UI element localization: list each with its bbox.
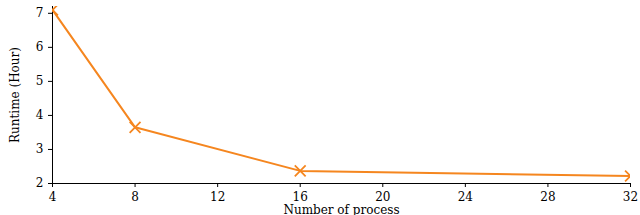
svg-text:32: 32	[623, 190, 638, 204]
svg-text:4: 4	[49, 190, 57, 204]
svg-text:8: 8	[131, 190, 139, 204]
svg-text:20: 20	[375, 190, 391, 204]
svg-text:3: 3	[36, 142, 44, 156]
svg-text:Number of process: Number of process	[283, 203, 399, 215]
svg-text:7: 7	[36, 6, 44, 20]
svg-text:Runtime (Hour): Runtime (Hour)	[8, 47, 22, 143]
svg-text:16: 16	[292, 190, 308, 204]
svg-text:6: 6	[36, 40, 44, 54]
svg-text:12: 12	[210, 190, 225, 204]
svg-text:4: 4	[36, 108, 44, 122]
svg-text:28: 28	[540, 190, 555, 204]
svg-text:2: 2	[36, 176, 44, 190]
svg-text:5: 5	[36, 74, 44, 88]
svg-text:24: 24	[458, 190, 474, 204]
